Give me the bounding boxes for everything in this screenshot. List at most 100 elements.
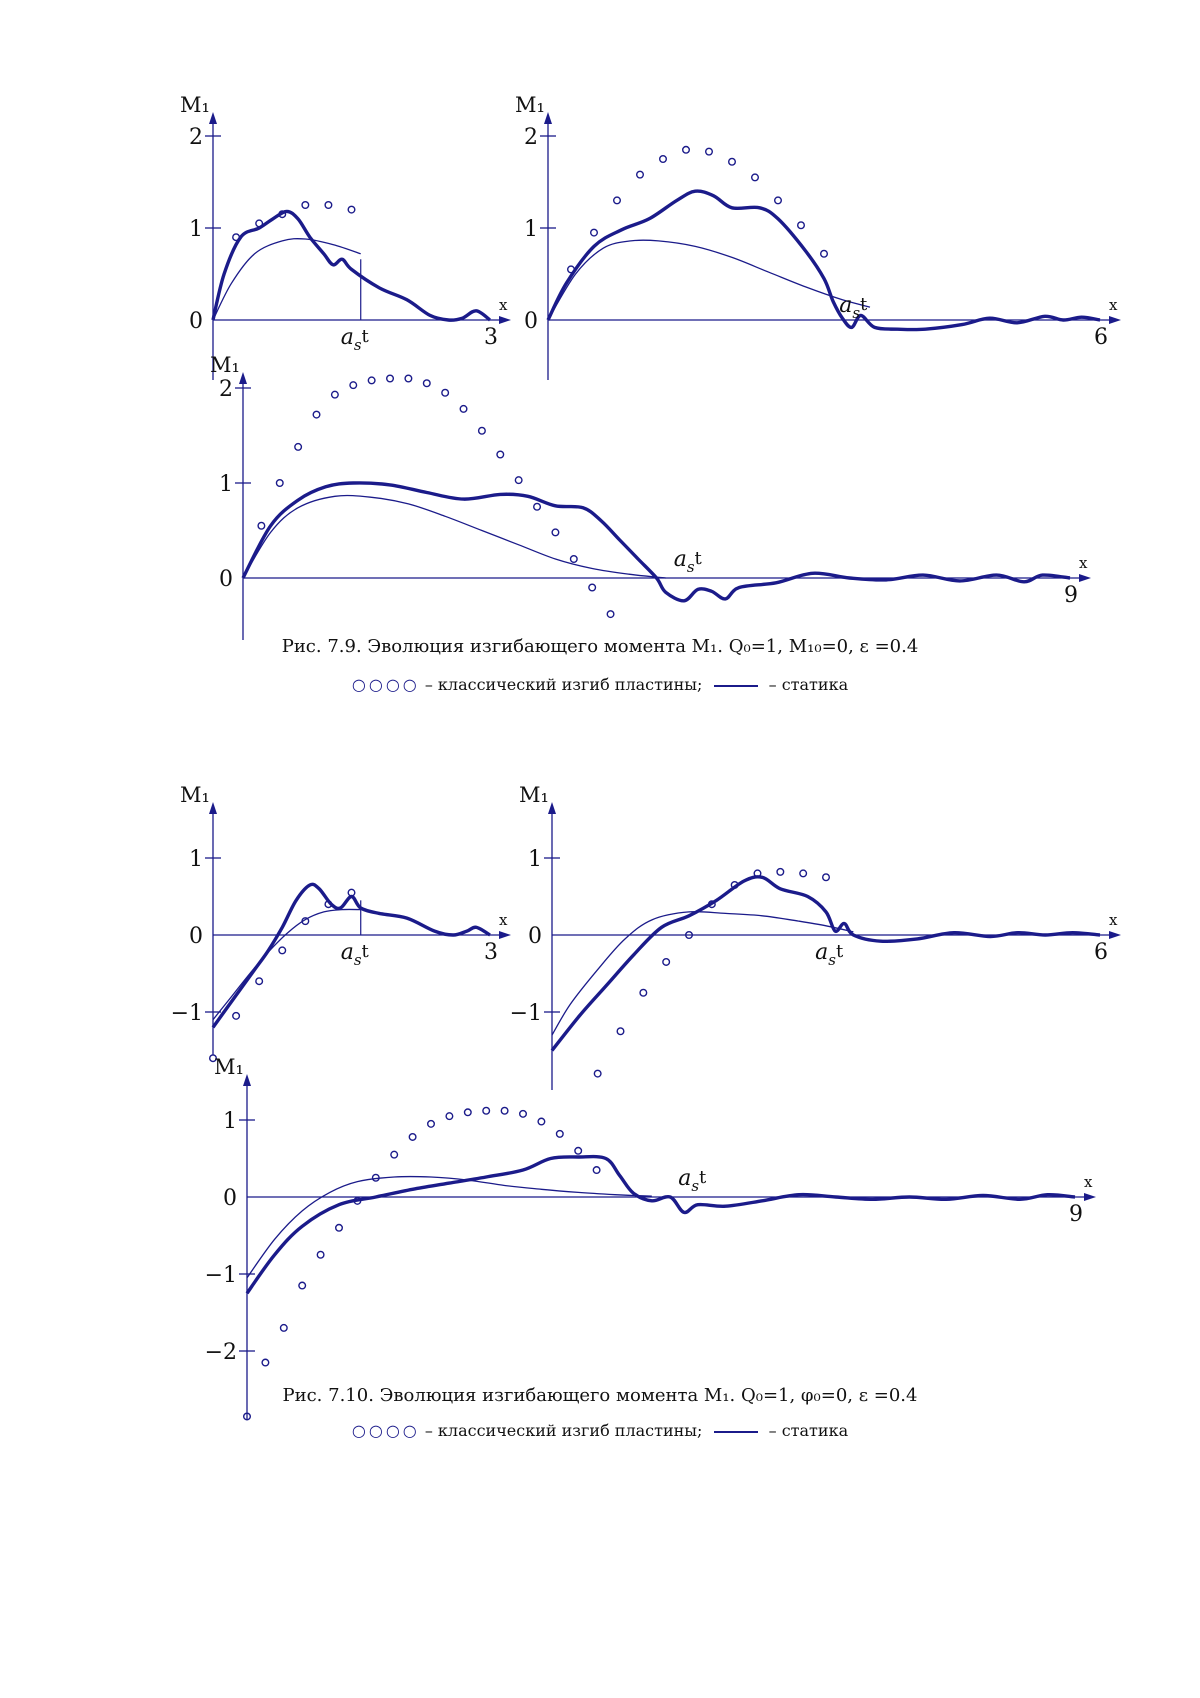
x-axis-arrow-icon [1109,316,1121,324]
classic-point [299,1282,306,1289]
classic-point [391,1151,398,1158]
classic-point [350,382,357,389]
classic-point [752,174,759,181]
y-axis-arrow-icon [548,802,556,814]
classic-point [479,427,486,434]
classic-point [497,451,504,458]
classic-point [409,1134,416,1141]
classic-point [607,611,614,618]
y-axis-label: M₁ [180,783,210,807]
classic-point [660,156,667,163]
y-axis-label: M₁ [515,93,545,117]
static-legend-label: – статика [769,1421,849,1440]
x-tick-label: 6 [1094,940,1108,965]
classic-point [552,529,559,536]
classic-point [336,1225,343,1232]
x-axis-arrow-icon [499,316,511,324]
classic-point [821,250,828,257]
figure-canvas: M₁x3012astM₁x6012astM₁x9012astM₁x3−101as… [0,0,1200,1698]
y-tick-label: 0 [219,567,233,592]
y-tick-label: 1 [223,1109,237,1134]
classic-point [446,1113,453,1120]
classic-point [442,389,449,396]
classic-point [279,947,286,954]
classic-point [258,522,265,529]
classic-point [640,989,647,996]
figure-legend: ○○○○ – классический изгиб пластины; – ст… [0,1421,1200,1440]
classic-point [706,148,713,155]
static-legend-label: – статика [769,675,849,694]
classic-point [295,444,302,451]
x-tick-label: 3 [484,940,498,965]
front-label: ast [674,547,703,576]
x-tick-label: 9 [1064,583,1078,608]
dynamic-series-line [247,1157,1075,1294]
classic-point [571,556,578,563]
classic-point [617,1028,624,1035]
classic-point [729,158,736,165]
x-tick-label: 9 [1069,1202,1083,1227]
static-series-line [247,1177,652,1278]
classic-point [325,202,332,209]
dynamic-series-line [548,191,1100,330]
classic-point [683,147,690,154]
y-tick-label: 1 [219,472,233,497]
y-axis-arrow-icon [239,372,247,384]
classic-point [313,411,320,418]
x-axis-label: x [1109,296,1118,314]
y-tick-label: 2 [219,377,233,402]
classic-point [302,202,309,209]
x-axis-label: x [499,296,508,314]
front-label: ast [815,940,844,969]
figure-legend: ○○○○ – классический изгиб пластины; – ст… [0,675,1200,694]
classic-point [520,1111,527,1118]
y-axis-label: M₁ [210,353,240,377]
y-tick-label: 1 [189,217,203,242]
classic-point [515,477,522,484]
classic-legend-symbol: ○○○○ [352,1421,420,1440]
classic-point [233,234,240,241]
figure-caption: Рис. 7.9. Эволюция изгибающего момента M… [0,636,1200,657]
classic-point [591,229,598,236]
classic-point [594,1070,601,1077]
classic-point [637,171,644,178]
classic-point [387,375,394,382]
y-tick-label: 2 [189,125,203,150]
x-axis-arrow-icon [1079,574,1091,582]
classic-point [538,1118,545,1125]
static-series-line [213,239,361,320]
classic-legend-label: – классический изгиб пластины; [425,1421,703,1440]
y-tick-label: −2 [205,1340,237,1365]
classic-point [568,266,575,273]
x-axis-arrow-icon [1109,931,1121,939]
x-tick-label: 3 [484,325,498,350]
classic-point [348,206,355,213]
y-tick-label: 0 [189,309,203,334]
classic-point [501,1107,508,1114]
x-axis-label: x [1109,911,1118,929]
classic-point [460,406,467,413]
y-tick-label: 1 [189,847,203,872]
classic-point [823,874,830,881]
classic-point [262,1359,269,1366]
classic-point [593,1167,600,1174]
y-tick-label: 0 [524,309,538,334]
classic-point [256,220,263,227]
classic-point [800,870,807,877]
classic-point [281,1325,288,1332]
y-axis-label: M₁ [180,93,210,117]
y-tick-label: 2 [524,125,538,150]
x-axis-arrow-icon [499,931,511,939]
static-legend-line [714,1431,758,1433]
classic-point [775,197,782,204]
static-series-line [213,909,361,1019]
classic-point [332,391,339,398]
y-tick-label: 1 [528,847,542,872]
dynamic-series-line [243,483,1070,601]
classic-point [534,503,541,510]
y-axis-arrow-icon [243,1074,251,1086]
classic-point [405,375,412,382]
y-tick-label: 0 [189,924,203,949]
front-label: ast [341,940,370,969]
static-series-line [552,912,853,1035]
